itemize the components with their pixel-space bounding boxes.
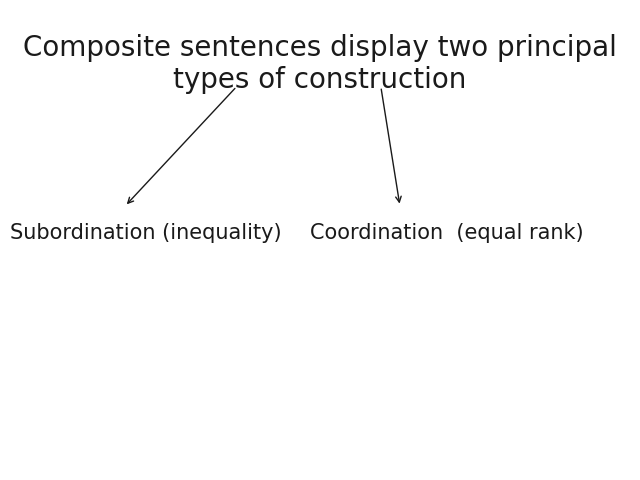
Text: Composite sentences display two principal
types of construction: Composite sentences display two principa…: [23, 34, 617, 94]
Text: Coordination  (equal rank): Coordination (equal rank): [310, 223, 584, 243]
Text: Subordination (inequality): Subordination (inequality): [10, 223, 281, 243]
